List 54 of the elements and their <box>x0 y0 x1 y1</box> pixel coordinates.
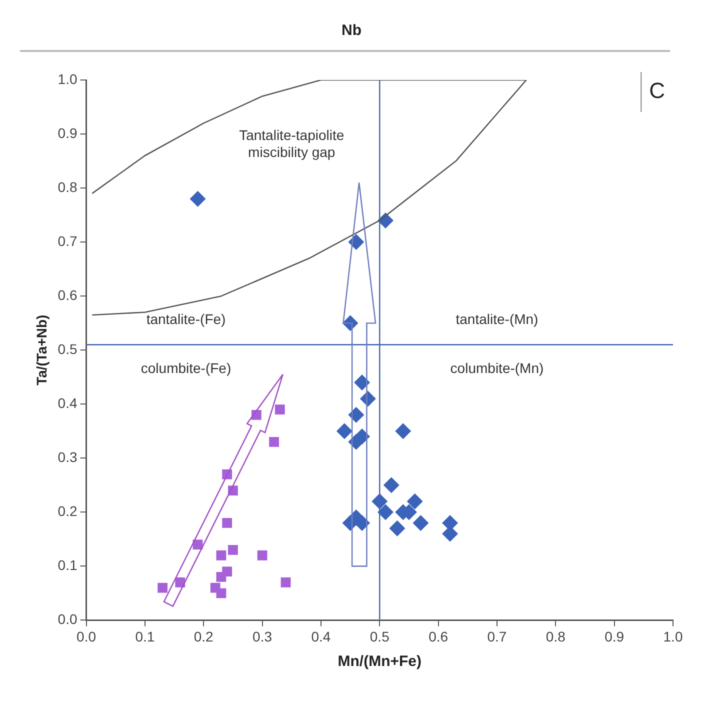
y-tick-label: 0.4 <box>58 394 78 411</box>
point <box>158 582 168 593</box>
y-tick-label: 0.5 <box>58 340 78 357</box>
x-tick-label: 0.0 <box>76 628 96 644</box>
y-tick-label: 0.8 <box>58 178 78 195</box>
point <box>257 550 268 560</box>
point <box>372 493 388 510</box>
x-tick-label: 0.1 <box>135 628 155 644</box>
annotation: Tantalite-tapiolite miscibility gap <box>239 127 344 160</box>
point <box>383 477 400 494</box>
x-tick-label: 0.9 <box>604 628 624 644</box>
point <box>274 404 285 414</box>
point <box>336 423 352 440</box>
annotation: C <box>649 78 666 104</box>
y-tick-label: 0.0 <box>58 611 78 628</box>
x-tick-label: 0.3 <box>252 628 272 644</box>
y-tick-label: 0.2 <box>58 503 78 520</box>
point <box>342 514 358 531</box>
point <box>228 545 238 555</box>
x-tick-label: 0.7 <box>487 628 507 644</box>
x-tick-label: 0.8 <box>546 628 566 644</box>
point <box>412 514 429 531</box>
point <box>190 190 206 207</box>
y-tick-label: 0.1 <box>58 557 78 574</box>
y-tick-label: 0.3 <box>58 449 78 465</box>
point <box>389 520 406 536</box>
annotation: columbite-(Mn) <box>450 360 544 376</box>
y-tick-label: 0.6 <box>58 286 78 303</box>
y-tick-label: 0.7 <box>58 232 78 249</box>
y-tick-label: 0.9 <box>58 124 78 141</box>
x-tick-label: 0.5 <box>370 628 390 644</box>
point <box>222 518 232 528</box>
point <box>216 550 226 560</box>
point <box>378 504 394 520</box>
point <box>354 374 370 391</box>
point <box>406 493 423 510</box>
point <box>269 436 279 447</box>
y-tick-label: 1.0 <box>58 70 78 87</box>
y-axis-title: Ta/(Ta+Nb) <box>33 314 50 386</box>
x-tick-label: 1.0 <box>663 628 683 644</box>
annotation: columbite-(Fe) <box>140 360 232 376</box>
point <box>216 588 226 598</box>
point <box>395 423 412 440</box>
x-tick-label: 0.4 <box>311 628 331 644</box>
chart-title: Nb <box>342 22 362 40</box>
point <box>348 406 364 423</box>
x-tick-label: 0.2 <box>194 628 214 644</box>
x-axis-title: Mn/(Mn+Fe) <box>338 653 422 670</box>
point <box>348 234 364 250</box>
annotation: tantalite-(Mn) <box>456 311 538 328</box>
point <box>216 572 226 582</box>
x-tick-label: 0.6 <box>428 628 448 644</box>
annotation: tantalite-(Fe) <box>146 311 226 328</box>
point <box>280 577 291 588</box>
